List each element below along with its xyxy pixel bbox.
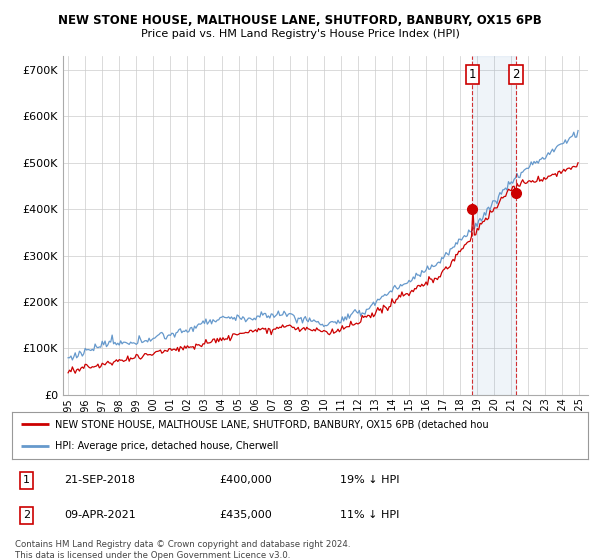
Text: £435,000: £435,000 [220, 510, 272, 520]
Text: 19% ↓ HPI: 19% ↓ HPI [340, 475, 400, 485]
Text: 09-APR-2021: 09-APR-2021 [64, 510, 136, 520]
Text: Price paid vs. HM Land Registry's House Price Index (HPI): Price paid vs. HM Land Registry's House … [140, 29, 460, 39]
Text: £400,000: £400,000 [220, 475, 272, 485]
Text: HPI: Average price, detached house, Cherwell: HPI: Average price, detached house, Cher… [55, 441, 278, 451]
Text: Contains HM Land Registry data © Crown copyright and database right 2024.
This d: Contains HM Land Registry data © Crown c… [15, 540, 350, 560]
Text: NEW STONE HOUSE, MALTHOUSE LANE, SHUTFORD, BANBURY, OX15 6PB (detached hou: NEW STONE HOUSE, MALTHOUSE LANE, SHUTFOR… [55, 419, 489, 430]
Text: 11% ↓ HPI: 11% ↓ HPI [340, 510, 400, 520]
Text: 2: 2 [23, 510, 30, 520]
Text: NEW STONE HOUSE, MALTHOUSE LANE, SHUTFORD, BANBURY, OX15 6PB: NEW STONE HOUSE, MALTHOUSE LANE, SHUTFOR… [58, 14, 542, 27]
Text: 21-SEP-2018: 21-SEP-2018 [64, 475, 135, 485]
Text: 1: 1 [23, 475, 30, 485]
Text: 2: 2 [512, 68, 520, 81]
Bar [472, 56, 516, 395]
Text: 1: 1 [469, 68, 476, 81]
